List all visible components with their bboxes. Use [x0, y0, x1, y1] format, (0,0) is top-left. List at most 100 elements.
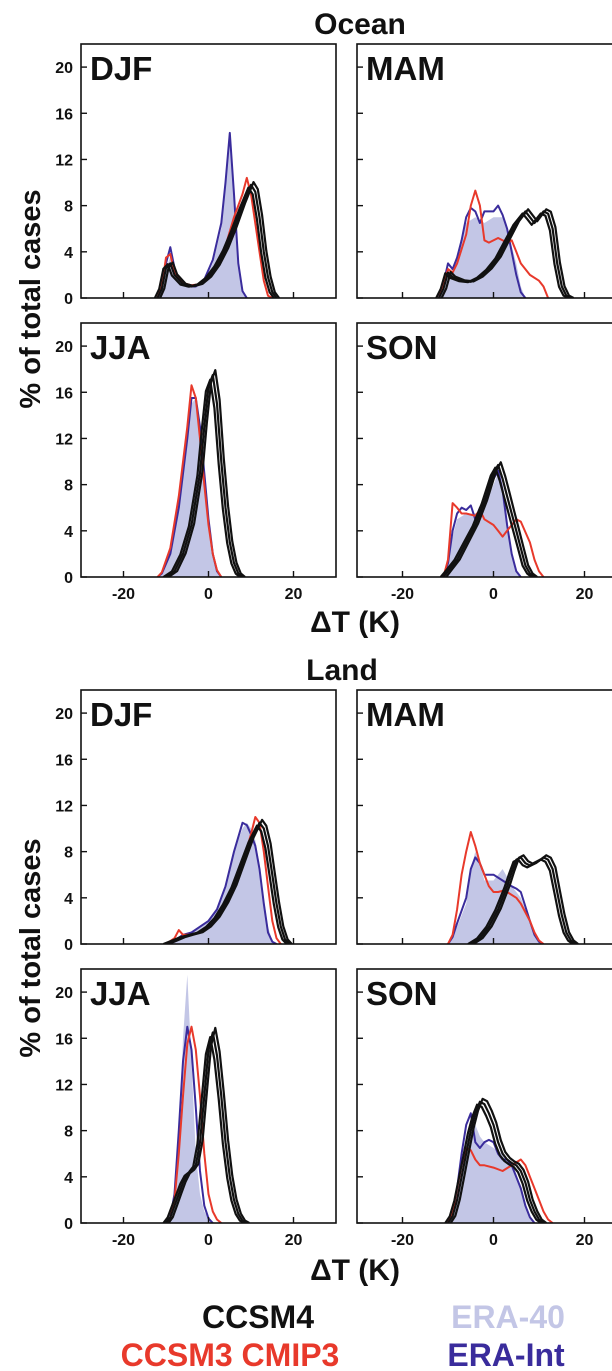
plot-area-ocean-djf	[153, 131, 280, 298]
x-tick-label: 20	[285, 1232, 303, 1249]
series-era40-area	[166, 822, 277, 944]
series-ccsm4-line	[470, 856, 577, 944]
season-label-ocean-djf: DJF	[90, 50, 152, 87]
x-tick-label: 20	[285, 586, 303, 603]
x-tick-label: -20	[112, 1232, 135, 1249]
y-tick-label: 8	[64, 845, 73, 862]
series-ccsm4-line	[439, 466, 533, 577]
y-tick-label: 8	[64, 199, 73, 216]
series-ccsm4-line	[168, 818, 293, 944]
series-ccsm3-line	[447, 831, 545, 944]
series-ccsm4-line	[445, 461, 538, 577]
y-tick-label: 12	[55, 1077, 73, 1094]
x-tick-label: -20	[112, 586, 135, 603]
series-ccsm3-line	[437, 189, 550, 298]
y-tick-label: 16	[55, 1031, 73, 1048]
legend-era40: ERA-40	[451, 1299, 565, 1335]
x-tick-label: 0	[204, 586, 213, 603]
panel-land-mam: MAM	[356, 689, 612, 945]
x-axis-label-ocean: ΔT (K)	[310, 606, 400, 639]
y-tick-label: 4	[64, 245, 73, 262]
panel-ocean-mam: MAM	[356, 43, 612, 299]
series-era40-area	[448, 851, 544, 944]
plot-area-land-djf	[162, 816, 293, 944]
plot-area-ocean-son	[439, 461, 545, 577]
panels-layer: 0 4 8 12 16 20 DJF MAM 0 4 8 12 16 20 -20 0 20 JJA -20 0 20 S…	[55, 43, 612, 1249]
series-era40-area	[157, 142, 247, 298]
legend-ccsm4: CCSM4	[202, 1299, 314, 1335]
y-tick-label: 8	[64, 1124, 73, 1141]
plot-area-land-son	[444, 1097, 554, 1223]
panel-ocean-jja: 0 4 8 12 16 20 -20 0 20 JJA	[55, 322, 337, 603]
season-label-land-son: SON	[366, 975, 438, 1012]
panel-ocean-son: -20 0 20 SON	[356, 322, 612, 603]
season-label-ocean-mam: MAM	[366, 50, 445, 87]
season-label-ocean-son: SON	[366, 329, 438, 366]
y-tick-label: 8	[64, 478, 73, 495]
y-tick-label: 12	[55, 798, 73, 815]
series-era-int-line	[437, 204, 527, 298]
x-tick-label: -20	[391, 1232, 414, 1249]
x-tick-label: 0	[489, 586, 498, 603]
y-tick-label: 0	[64, 291, 73, 308]
y-tick-label: 16	[55, 106, 73, 123]
legend-ccsm3-cmip3: CCSM3 CMIP3	[121, 1337, 340, 1371]
series-era-int-line	[165, 821, 277, 944]
series-ccsm3-line	[156, 384, 223, 577]
panel-land-djf: 0 4 8 12 16 20 DJF	[55, 689, 337, 954]
x-tick-label: 20	[576, 1232, 594, 1249]
series-ccsm4-line	[447, 1100, 545, 1223]
y-tick-label: 20	[55, 60, 73, 77]
series-ccsm4-line	[467, 858, 574, 944]
y-tick-label: 12	[55, 431, 73, 448]
y-tick-label: 20	[55, 339, 73, 356]
group-title-land: Land	[306, 654, 378, 687]
group-title-ocean: Ocean	[314, 8, 406, 41]
x-tick-label: 20	[576, 586, 594, 603]
season-label-land-jja: JJA	[90, 975, 151, 1012]
legend-era-int: ERA-Int	[447, 1337, 565, 1371]
series-era-int-line	[447, 1112, 536, 1223]
y-tick-label: 4	[64, 524, 73, 541]
x-axis-label-land: ΔT (K)	[310, 1254, 400, 1287]
series-ccsm3-line	[442, 502, 545, 577]
y-tick-label: 0	[64, 570, 73, 587]
series-ccsm4-line	[472, 854, 579, 944]
series-ccsm4-line	[165, 1031, 248, 1223]
y-axis-label-ocean: % of total cases	[15, 189, 47, 408]
y-tick-label: 16	[55, 385, 73, 402]
x-tick-label: -20	[391, 586, 414, 603]
series-ccsm4-line	[449, 1097, 547, 1223]
series-ccsm4-line	[162, 1035, 245, 1223]
y-tick-label: 20	[55, 985, 73, 1002]
series-ccsm4-line	[159, 181, 280, 298]
y-tick-label: 4	[64, 891, 73, 908]
series-ccsm4-line	[167, 1026, 250, 1223]
x-tick-label: 0	[204, 1232, 213, 1249]
plot-area-land-jja	[162, 974, 250, 1223]
y-axis-label-land: % of total cases	[15, 838, 47, 1057]
y-tick-label: 4	[64, 1170, 73, 1187]
series-ccsm4-line	[444, 1103, 542, 1223]
y-tick-label: 0	[64, 937, 73, 954]
y-tick-label: 12	[55, 152, 73, 169]
plot-area-land-mam	[447, 831, 579, 944]
season-label-ocean-jja: JJA	[90, 329, 151, 366]
panel-ocean-djf: 0 4 8 12 16 20 DJF	[55, 43, 337, 308]
series-era40-area	[157, 398, 222, 577]
season-label-land-mam: MAM	[366, 696, 445, 733]
plot-area-ocean-jja	[156, 369, 246, 577]
panel-land-jja: 0 4 8 12 16 20 -20 0 20 JJA	[55, 968, 337, 1249]
plot-area-ocean-mam	[435, 189, 575, 298]
x-tick-label: 0	[489, 1232, 498, 1249]
series-ccsm4-line	[167, 369, 246, 577]
y-tick-label: 16	[55, 752, 73, 769]
series-ccsm4-line	[440, 208, 575, 298]
y-tick-label: 0	[64, 1216, 73, 1233]
series-ccsm4-line	[442, 463, 536, 577]
panel-land-son: -20 0 20 SON	[356, 968, 612, 1249]
season-label-land-djf: DJF	[90, 696, 152, 733]
series-ccsm3-line	[165, 1025, 222, 1223]
y-tick-label: 20	[55, 706, 73, 723]
